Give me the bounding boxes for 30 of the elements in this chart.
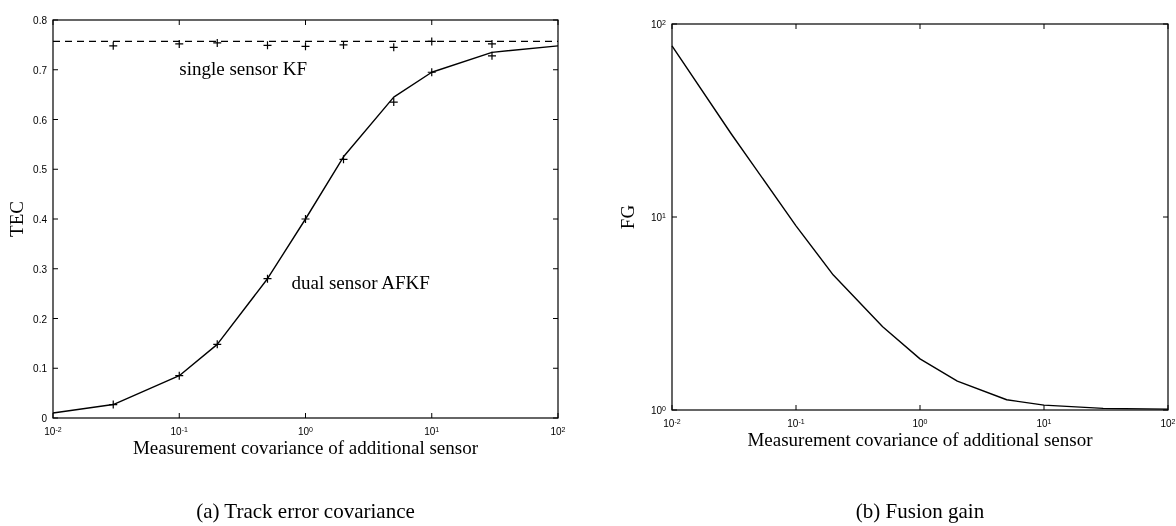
x-tick-label: 10$^{-1}$ [170, 425, 189, 437]
series-label: single sensor KF [179, 58, 307, 80]
text: (a) Track error covariance [196, 499, 415, 523]
y-tick-label: 0 [41, 413, 48, 424]
x-tick-label: 10$^{-2}$ [44, 425, 62, 437]
x-tick-label: 10$^{-1}$ [787, 417, 805, 429]
series-label: dual sensor AFKF [291, 272, 430, 293]
y-tick-label: 0.1 [33, 363, 48, 375]
y-tick-label: 0.8 [33, 15, 48, 26]
x-axis-title: Measurement covariance of additional sensor [747, 429, 1094, 450]
y-tick-label: 0.3 [33, 263, 48, 275]
y-tick-label: 0.7 [33, 64, 48, 76]
x-tick-label: 10$^{-2}$ [663, 417, 681, 429]
x-axis-title: Measurement covariance of additional sensor [132, 437, 479, 458]
y-axis-title: TEC [6, 201, 27, 237]
y-tick-label: 10$^{2}$ [650, 18, 667, 30]
x-tick-label: 10$^{1}$ [424, 425, 440, 437]
x-tick-label: 10$^{0}$ [912, 417, 928, 429]
y-tick-label: 10$^{0}$ [650, 404, 667, 416]
text: (b) Fusion gain [855, 499, 985, 523]
x-tick-label: 10$^{0}$ [297, 425, 314, 437]
y-tick-label: 10$^{1}$ [650, 211, 667, 223]
x-tick-label: 10$^{2}$ [1160, 417, 1176, 429]
x-tick-label: 10$^{1}$ [1036, 417, 1052, 429]
x-tick-label: 10$^{2}$ [550, 425, 566, 437]
y-tick-label: 0.5 [33, 164, 48, 176]
y-tick-label: 0.2 [33, 313, 48, 325]
y-tick-label: 0.4 [33, 214, 48, 225]
y-axis-title: FG [617, 204, 638, 230]
y-tick-label: 0.6 [33, 114, 48, 126]
